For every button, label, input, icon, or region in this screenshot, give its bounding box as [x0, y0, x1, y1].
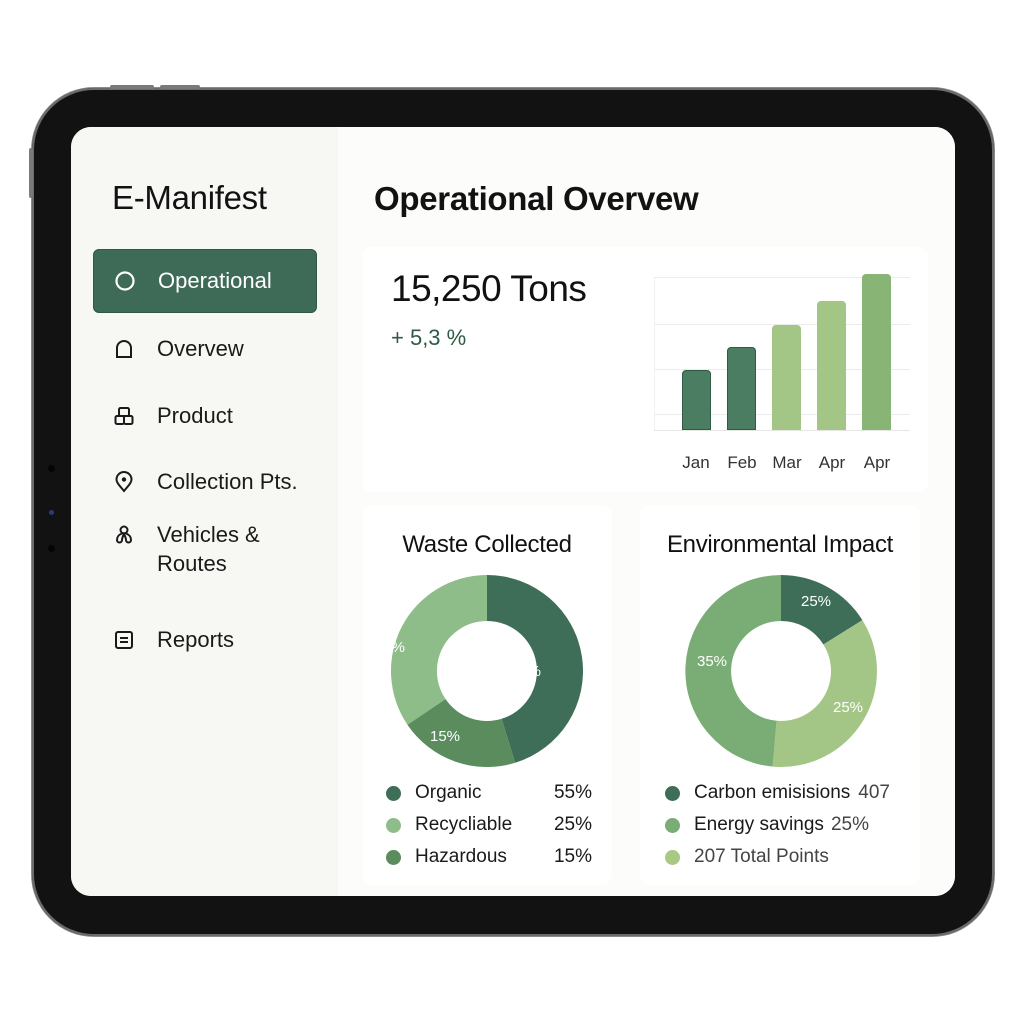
kpi-delta: + 5,3 %	[391, 325, 467, 350]
waste-donut-chart[interactable]	[391, 575, 583, 767]
legend-item-energy-savings[interactable]: Energy savings 25%	[665, 809, 895, 841]
main-content: Operational Overvew 15,250 Tons + 5,3 %	[338, 127, 955, 896]
legend-item-total-points[interactable]: 207 Total Points	[665, 841, 895, 873]
bar-apr-2[interactable]	[862, 274, 891, 430]
bar-mar[interactable]	[772, 325, 801, 430]
kpi-card: 15,250 Tons + 5,3 % Jan Feb M	[362, 247, 928, 492]
app-title: E-Manifest	[112, 179, 267, 216]
legend-value: 15%	[553, 846, 592, 867]
legend-swatch	[665, 849, 680, 865]
x-tick-label: Apr	[863, 453, 891, 472]
document-icon	[113, 629, 135, 651]
legend-swatch	[386, 817, 401, 833]
legend-label: Energy savings	[694, 814, 824, 835]
camera-icon	[49, 510, 54, 515]
slice-label: 35%	[697, 653, 728, 670]
legend-item-hazardous[interactable]: Hazardous 15%	[386, 841, 592, 873]
sidebar-item-label-wrap: Vehicles & Routes	[157, 520, 260, 578]
legend-swatch	[665, 817, 680, 833]
kpi-total-tons: 15,250 Tons	[391, 268, 587, 309]
gridline	[654, 324, 910, 325]
gridline	[654, 277, 910, 278]
sensor-dot	[48, 545, 55, 552]
bar-apr[interactable]	[817, 301, 846, 430]
slice-label: 55%	[511, 663, 542, 680]
tablet-device-frame: E-Manifest Operational Overvew Product	[29, 85, 994, 936]
sidebar-item-label: Product	[157, 403, 233, 428]
sidebar-item-label: Vehicles &	[157, 522, 260, 547]
sidebar: E-Manifest Operational Overvew Product	[71, 127, 338, 896]
legend-item-recyclable[interactable]: Recycliable 25%	[386, 809, 592, 841]
x-tick-label: Apr	[818, 453, 846, 472]
map-pin-icon	[113, 471, 135, 493]
legend-value: 25%	[830, 814, 869, 835]
sidebar-item-reports[interactable]: Reports	[93, 608, 317, 672]
legend-item-carbon-emissions[interactable]: Carbon emisisions 407	[665, 777, 895, 809]
x-axis	[654, 430, 910, 431]
sensor-dot	[48, 465, 55, 472]
boxes-icon	[113, 405, 135, 427]
legend-swatch	[665, 785, 680, 801]
waste-collected-card: Waste Collected 55% 15% 25% Organic	[362, 505, 612, 885]
legend-label: Carbon emisisions	[694, 782, 851, 803]
arch-icon	[113, 338, 135, 360]
x-tick-label: Feb	[727, 453, 757, 472]
slice-label: 25%	[375, 639, 406, 656]
legend-swatch	[386, 785, 401, 801]
legend-label: Hazardous	[415, 846, 507, 867]
sidebar-item-operational[interactable]: Operational	[93, 249, 317, 313]
sidebar-item-vehicles-routes[interactable]: Vehicles & Routes	[93, 520, 317, 586]
bar-jan[interactable]	[682, 370, 711, 430]
legend-value: 407	[858, 782, 890, 803]
legend-swatch	[386, 849, 401, 865]
volume-button	[110, 85, 154, 89]
legend-item-organic[interactable]: Organic 55%	[386, 777, 592, 809]
sidebar-item-label: Overvew	[157, 336, 244, 361]
waste-legend: Organic 55% Recycliable 25% Hazardous 15…	[386, 777, 592, 873]
route-icon	[113, 524, 135, 546]
page-title: Operational Overvew	[374, 180, 699, 217]
sidebar-item-label: Reports	[157, 627, 235, 652]
screen: E-Manifest Operational Overvew Product	[71, 127, 955, 896]
card-title: Waste Collected	[402, 531, 572, 558]
slice-label: 25%	[801, 593, 832, 610]
x-tick-label: Mar	[772, 453, 802, 472]
environment-donut-chart[interactable]	[685, 575, 877, 767]
x-tick-label: Jan	[682, 453, 710, 472]
circle-icon	[114, 270, 136, 292]
legend-value: 25%	[553, 814, 592, 835]
sidebar-item-product[interactable]: Product	[93, 384, 317, 448]
power-button	[160, 85, 200, 89]
sidebar-item-label: Operational	[158, 268, 272, 293]
sidebar-item-label: Collection Pts.	[157, 469, 298, 494]
sidebar-item-overview[interactable]: Overvew	[93, 317, 317, 381]
sidebar-item-collection-points[interactable]: Collection Pts.	[93, 450, 317, 514]
monthly-bar-chart: Jan Feb Mar Apr Apr	[654, 274, 910, 477]
legend-label: Recycliable	[415, 814, 513, 835]
legend-value: 55%	[553, 782, 592, 803]
legend-label: Organic	[415, 782, 482, 803]
side-button	[29, 148, 33, 198]
slice-label: 25%	[833, 699, 864, 716]
sidebar-item-label-line2: Routes	[157, 551, 227, 576]
bar-feb[interactable]	[727, 347, 756, 430]
slice-label: 15%	[430, 728, 461, 745]
legend-label: 207 Total Points	[694, 846, 829, 867]
chart-axis	[654, 277, 655, 430]
impact-legend: Carbon emisisions 407 Energy savings 25%…	[665, 777, 895, 873]
card-title: Environmental Impact	[666, 531, 894, 558]
environmental-impact-card: Environmental Impact 25% 25% 35% Carbon …	[640, 505, 920, 885]
